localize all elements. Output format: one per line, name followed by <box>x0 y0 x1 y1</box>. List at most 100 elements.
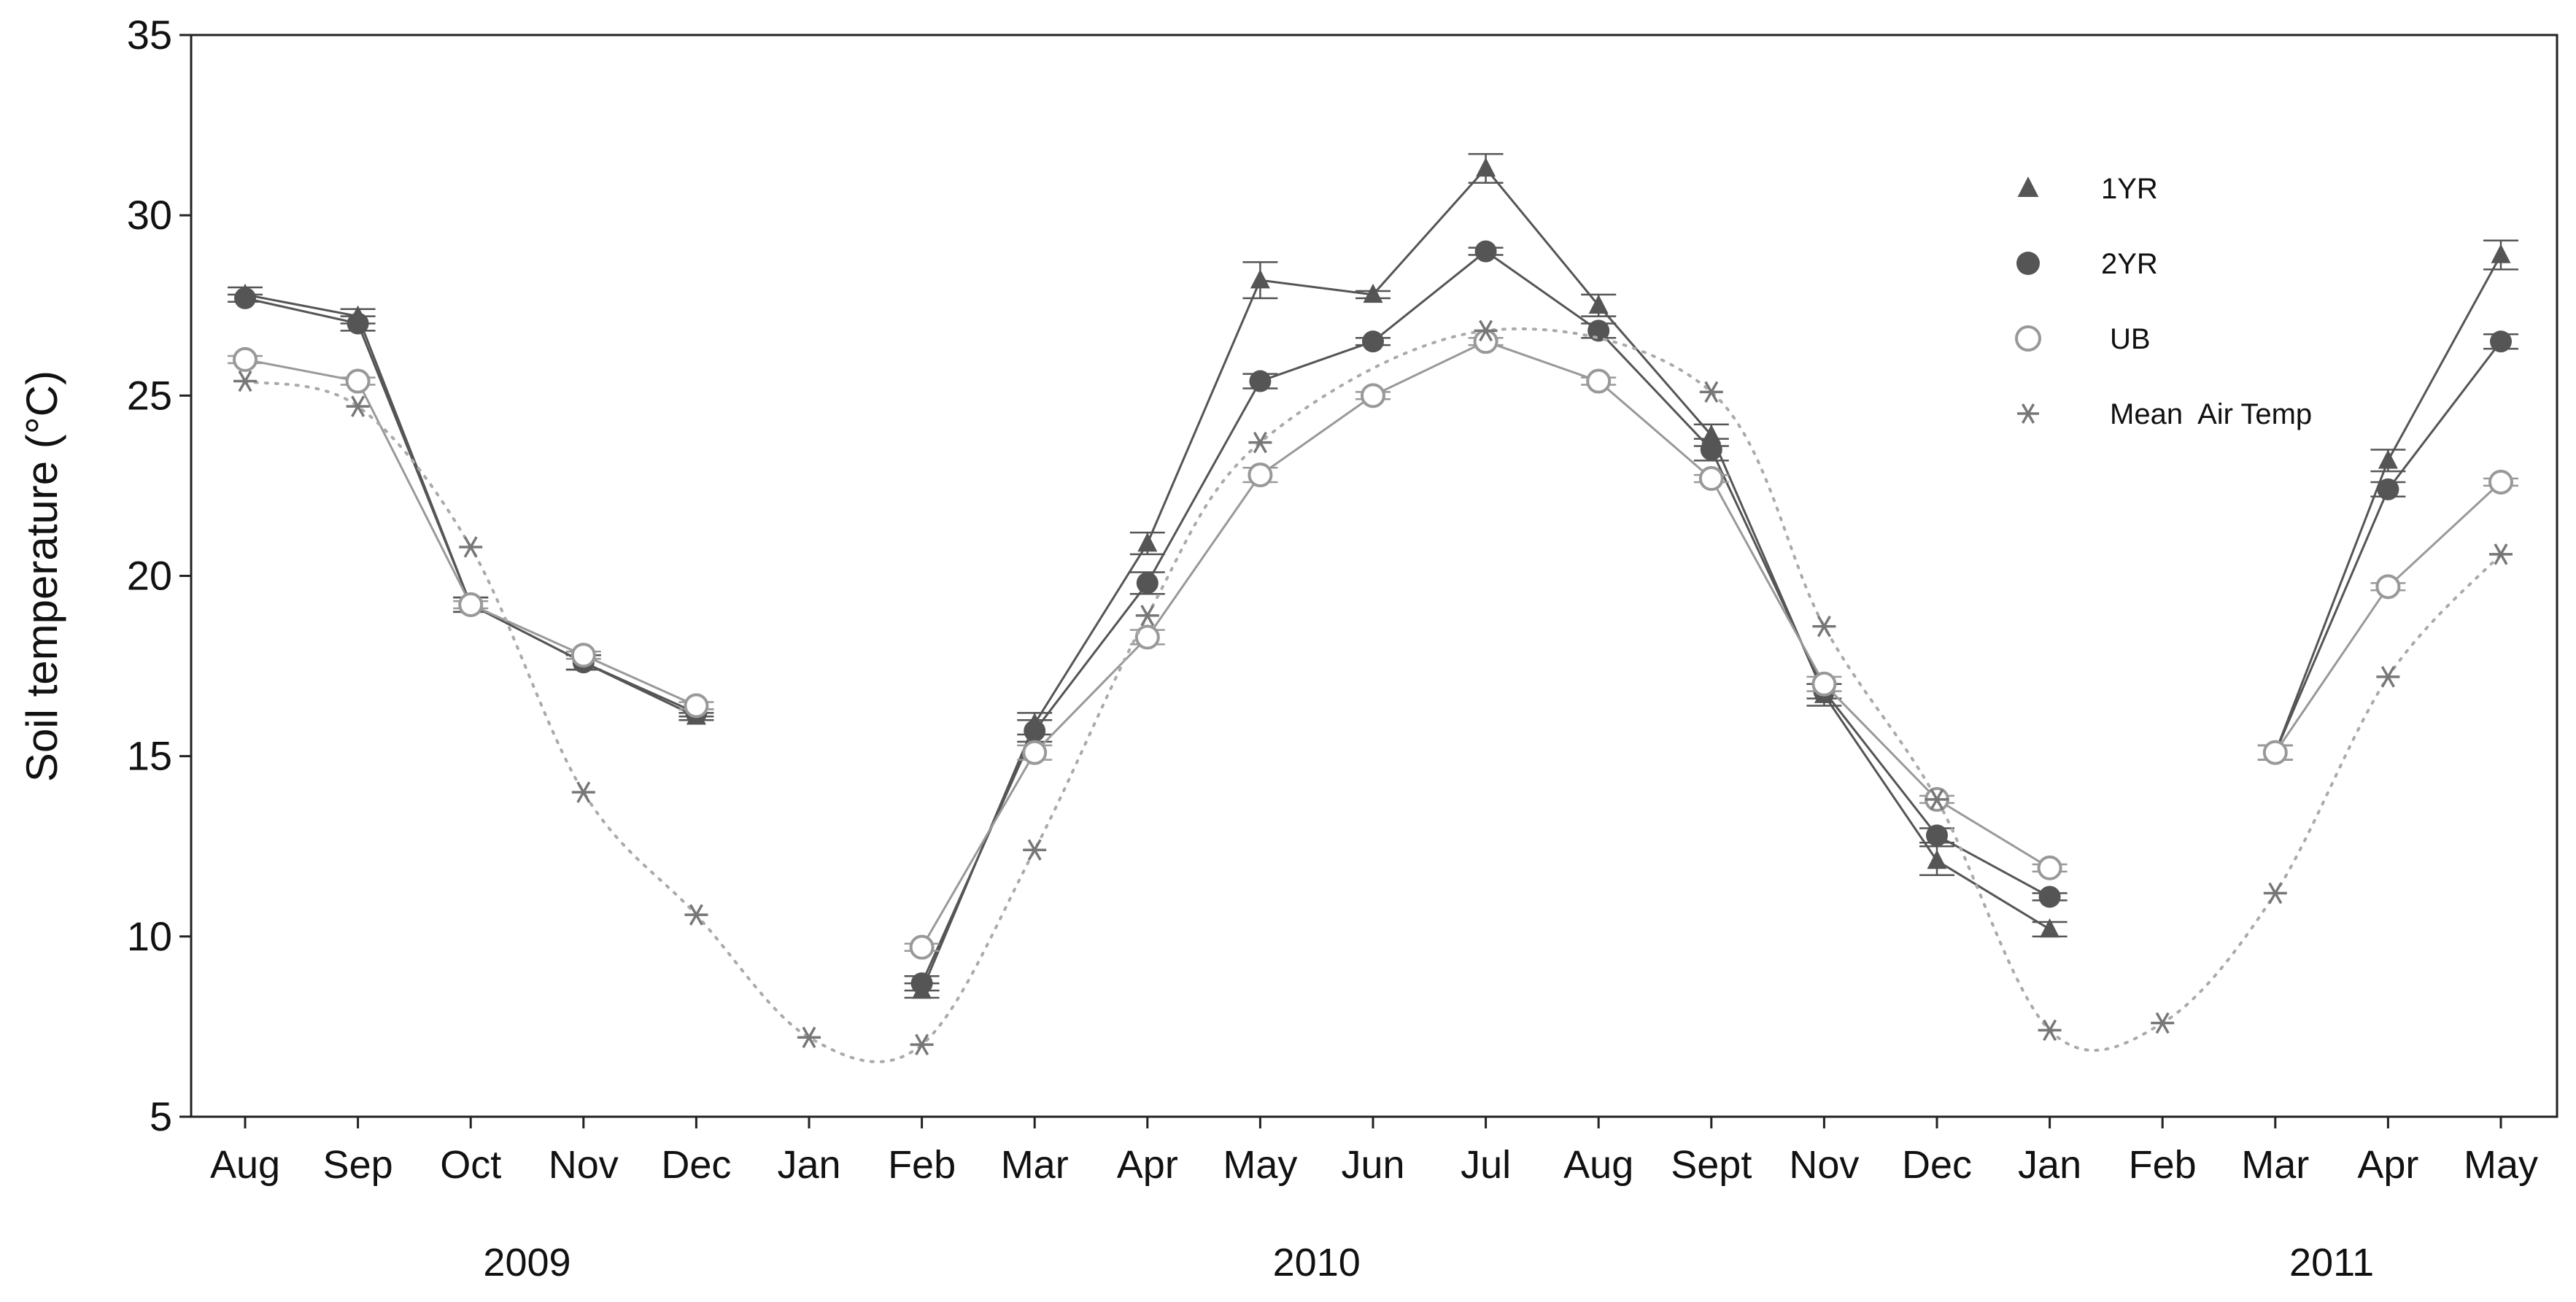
x-tick-label: Jan <box>777 1143 840 1187</box>
x-tick-label: Sept <box>1671 1143 1752 1187</box>
data-point <box>1361 383 1385 408</box>
data-point <box>2489 543 2513 565</box>
data-point <box>459 536 483 558</box>
series-mean-air-temp <box>233 319 2513 1063</box>
data-point <box>1586 368 1612 394</box>
y-axis-ticks: 5 10 15 20 25 30 35 <box>127 12 191 1139</box>
legend-marker <box>2016 252 2040 275</box>
legend-marker <box>2017 403 2039 424</box>
data-point <box>1476 157 1496 177</box>
x-tick-label: Aug <box>210 1143 280 1187</box>
data-point <box>1249 370 1272 392</box>
data-point <box>234 287 256 309</box>
data-point <box>1024 720 1046 743</box>
data-point <box>1588 294 1609 314</box>
data-point <box>1587 319 1610 342</box>
data-point <box>2378 449 2398 469</box>
series-line <box>921 166 2051 991</box>
series-layer <box>228 152 2518 1063</box>
year-label: 2009 <box>483 1241 570 1284</box>
legend-marker <box>2017 177 2039 197</box>
x-tick-label: Oct <box>440 1143 501 1187</box>
data-point <box>233 346 258 372</box>
data-point <box>346 395 370 417</box>
data-point <box>1926 824 1948 847</box>
x-tick-label: Jul <box>1461 1143 1511 1187</box>
data-point <box>1136 572 1159 594</box>
series-ub <box>228 329 2518 960</box>
data-point <box>1363 283 1383 303</box>
data-point <box>684 693 709 718</box>
data-point <box>1137 532 1158 552</box>
x-tick-label: Aug <box>1563 1143 1633 1187</box>
data-point <box>2262 740 2288 765</box>
series-line <box>244 358 697 707</box>
data-point <box>2263 882 2287 904</box>
x-tick-label: Jun <box>1341 1143 1404 1187</box>
x-tick-label: May <box>2464 1143 2538 1187</box>
data-point <box>1812 615 1836 638</box>
data-point <box>1362 330 1384 353</box>
series-line <box>2274 481 2502 753</box>
data-point <box>1248 431 1272 454</box>
data-point <box>2037 855 2062 880</box>
x-tick-label: Apr <box>2357 1143 2418 1187</box>
data-point <box>1023 839 1047 861</box>
series-line <box>921 249 2051 984</box>
x-tick-label: Feb <box>888 1143 956 1187</box>
x-tick-label: Apr <box>1117 1143 1178 1187</box>
data-point <box>2376 666 2400 688</box>
year-label: 2010 <box>1273 1241 1361 1284</box>
legend-label: 1YR <box>2101 173 2158 205</box>
data-point <box>1698 466 1724 492</box>
data-point <box>1927 850 1947 869</box>
data-point <box>1134 624 1160 650</box>
legend-label: Mean Air Temp <box>2110 398 2312 430</box>
y-tick-label: 15 <box>127 733 172 779</box>
data-point <box>1925 788 1949 810</box>
x-tick-label: Nov <box>549 1143 619 1187</box>
data-point <box>910 1034 934 1055</box>
data-point <box>347 312 369 335</box>
legend: 1YR 2YR UB Mean Air Temp <box>2015 173 2312 430</box>
data-point <box>797 1026 821 1048</box>
data-point <box>2375 574 2401 600</box>
y-tick-label: 25 <box>127 372 172 418</box>
x-axis-ticks: Aug Sep Oct Nov Dec Jan Feb Mar Apr May Jun Jul Aug S… <box>210 1117 2538 1284</box>
data-point <box>909 934 935 960</box>
data-point <box>1022 740 1048 765</box>
x-tick-label: Dec <box>1902 1143 1972 1187</box>
data-point <box>458 592 484 618</box>
x-tick-label: Dec <box>661 1143 731 1187</box>
year-label: 2011 <box>2289 1241 2374 1284</box>
series-line <box>244 293 697 718</box>
data-point <box>1811 671 1837 697</box>
trend-line <box>244 327 2502 1063</box>
data-point <box>570 643 596 668</box>
data-point <box>1474 319 1498 342</box>
data-point <box>2151 1012 2175 1034</box>
x-tick-label: May <box>1223 1143 1297 1187</box>
x-tick-label: Sep <box>323 1143 393 1187</box>
x-tick-label: Nov <box>1789 1143 1859 1187</box>
data-point <box>345 368 371 394</box>
plot-frame <box>190 34 2558 1118</box>
data-point <box>2491 244 2511 263</box>
data-point <box>1250 269 1270 289</box>
data-point <box>2490 330 2512 353</box>
data-point <box>684 904 708 926</box>
series-2yr <box>228 240 2518 995</box>
legend-label: 2YR <box>2101 248 2158 280</box>
y-tick-label: 35 <box>127 12 172 58</box>
data-point <box>910 972 933 995</box>
data-point <box>2377 478 2399 500</box>
data-point <box>2040 918 2060 938</box>
data-point <box>233 370 257 392</box>
x-tick-label: Mar <box>1001 1143 1069 1187</box>
x-tick-label: Jan <box>2018 1143 2081 1187</box>
series-line <box>921 340 2051 948</box>
data-point <box>2038 1019 2062 1042</box>
data-point <box>1248 462 1273 488</box>
data-point <box>2038 886 2061 908</box>
